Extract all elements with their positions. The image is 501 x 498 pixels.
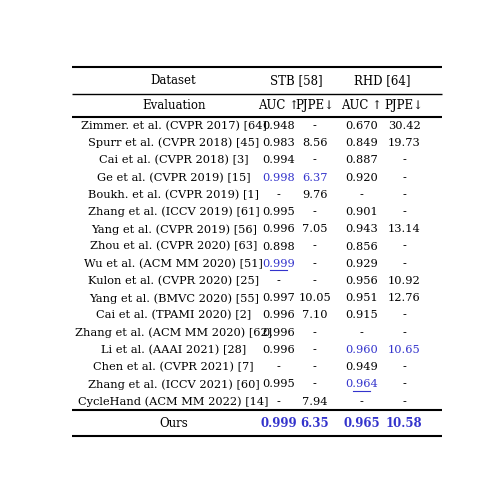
- Text: 0.965: 0.965: [343, 417, 379, 430]
- Text: 7.94: 7.94: [302, 396, 327, 407]
- Text: -: -: [359, 328, 363, 338]
- Text: 0.849: 0.849: [345, 138, 377, 148]
- Text: Evaluation: Evaluation: [142, 99, 205, 112]
- Text: 0.999: 0.999: [262, 259, 295, 269]
- Text: -: -: [402, 379, 405, 389]
- Text: 0.964: 0.964: [345, 379, 377, 389]
- Text: AUC ↑: AUC ↑: [340, 99, 381, 112]
- Text: -: -: [276, 396, 280, 407]
- Text: -: -: [276, 362, 280, 372]
- Text: 0.956: 0.956: [345, 276, 377, 286]
- Text: -: -: [312, 379, 316, 389]
- Text: 13.14: 13.14: [387, 224, 420, 234]
- Text: 30.42: 30.42: [387, 121, 420, 131]
- Text: STB [58]: STB [58]: [270, 74, 322, 87]
- Text: 0.948: 0.948: [262, 121, 295, 131]
- Text: 7.10: 7.10: [302, 310, 327, 320]
- Text: 10.65: 10.65: [387, 345, 420, 355]
- Text: -: -: [312, 259, 316, 269]
- Text: -: -: [312, 362, 316, 372]
- Text: -: -: [276, 276, 280, 286]
- Text: 12.76: 12.76: [387, 293, 420, 303]
- Text: Zhou et al. (CVPR 2020) [63]: Zhou et al. (CVPR 2020) [63]: [90, 242, 257, 251]
- Text: 0.997: 0.997: [262, 293, 295, 303]
- Text: 0.960: 0.960: [345, 345, 377, 355]
- Text: 19.73: 19.73: [387, 138, 420, 148]
- Text: Spurr et al. (CVPR 2018) [45]: Spurr et al. (CVPR 2018) [45]: [88, 138, 259, 148]
- Text: 0.901: 0.901: [345, 207, 377, 217]
- Text: 0.943: 0.943: [345, 224, 377, 234]
- Text: Boukh. et al. (CVPR 2019) [1]: Boukh. et al. (CVPR 2019) [1]: [88, 190, 259, 200]
- Text: -: -: [312, 276, 316, 286]
- Text: AUC ↑: AUC ↑: [258, 99, 299, 112]
- Text: 0.887: 0.887: [345, 155, 377, 165]
- Text: -: -: [312, 207, 316, 217]
- Text: 6.35: 6.35: [300, 417, 329, 430]
- Text: Kulon et al. (CVPR 2020) [25]: Kulon et al. (CVPR 2020) [25]: [88, 276, 259, 286]
- Text: -: -: [402, 396, 405, 407]
- Text: -: -: [312, 155, 316, 165]
- Text: Ours: Ours: [159, 417, 188, 430]
- Text: 0.983: 0.983: [262, 138, 295, 148]
- Text: Zhang et al. (ICCV 2021) [60]: Zhang et al. (ICCV 2021) [60]: [88, 379, 259, 389]
- Text: Dataset: Dataset: [150, 74, 196, 87]
- Text: Ge et al. (CVPR 2019) [15]: Ge et al. (CVPR 2019) [15]: [97, 172, 250, 183]
- Text: Cai et al. (CVPR 2018) [3]: Cai et al. (CVPR 2018) [3]: [99, 155, 248, 165]
- Text: Li et al. (AAAI 2021) [28]: Li et al. (AAAI 2021) [28]: [101, 345, 246, 355]
- Text: -: -: [312, 121, 316, 131]
- Text: 0.920: 0.920: [345, 173, 377, 183]
- Text: 0.994: 0.994: [262, 155, 295, 165]
- Text: 10.05: 10.05: [298, 293, 331, 303]
- Text: 0.949: 0.949: [345, 362, 377, 372]
- Text: -: -: [402, 155, 405, 165]
- Text: 0.915: 0.915: [345, 310, 377, 320]
- Text: 0.995: 0.995: [262, 379, 295, 389]
- Text: -: -: [402, 310, 405, 320]
- Text: Zhang et al. (ACM MM 2020) [62]: Zhang et al. (ACM MM 2020) [62]: [75, 327, 272, 338]
- Text: -: -: [359, 190, 363, 200]
- Text: Chen et al. (CVPR 2021) [7]: Chen et al. (CVPR 2021) [7]: [93, 362, 254, 373]
- Text: 0.999: 0.999: [260, 417, 297, 430]
- Text: 0.951: 0.951: [345, 293, 377, 303]
- Text: 6.37: 6.37: [302, 173, 327, 183]
- Text: -: -: [359, 396, 363, 407]
- Text: Cai et al. (TPAMI 2020) [2]: Cai et al. (TPAMI 2020) [2]: [96, 310, 251, 321]
- Text: -: -: [402, 242, 405, 251]
- Text: -: -: [312, 345, 316, 355]
- Text: 0.996: 0.996: [262, 345, 295, 355]
- Text: 0.929: 0.929: [345, 259, 377, 269]
- Text: CycleHand (ACM MM 2022) [14]: CycleHand (ACM MM 2022) [14]: [78, 396, 269, 407]
- Text: 0.670: 0.670: [345, 121, 377, 131]
- Text: 7.05: 7.05: [302, 224, 327, 234]
- Text: PJPE↓: PJPE↓: [295, 99, 334, 112]
- Text: RHD [64]: RHD [64]: [353, 74, 409, 87]
- Text: Zhang et al. (ICCV 2019) [61]: Zhang et al. (ICCV 2019) [61]: [88, 207, 259, 217]
- Text: 9.76: 9.76: [302, 190, 327, 200]
- Text: 8.56: 8.56: [302, 138, 327, 148]
- Text: 0.995: 0.995: [262, 207, 295, 217]
- Text: 0.996: 0.996: [262, 328, 295, 338]
- Text: 0.856: 0.856: [345, 242, 377, 251]
- Text: -: -: [402, 190, 405, 200]
- Text: 10.58: 10.58: [385, 417, 422, 430]
- Text: -: -: [312, 328, 316, 338]
- Text: -: -: [402, 259, 405, 269]
- Text: -: -: [402, 173, 405, 183]
- Text: -: -: [402, 207, 405, 217]
- Text: -: -: [312, 242, 316, 251]
- Text: 0.996: 0.996: [262, 224, 295, 234]
- Text: 0.996: 0.996: [262, 310, 295, 320]
- Text: 0.998: 0.998: [262, 173, 295, 183]
- Text: Yang et al. (BMVC 2020) [55]: Yang et al. (BMVC 2020) [55]: [89, 293, 258, 303]
- Text: 0.898: 0.898: [262, 242, 295, 251]
- Text: -: -: [402, 328, 405, 338]
- Text: 10.92: 10.92: [387, 276, 420, 286]
- Text: Zimmer. et al. (CVPR 2017) [64]: Zimmer. et al. (CVPR 2017) [64]: [81, 121, 266, 131]
- Text: PJPE↓: PJPE↓: [384, 99, 423, 112]
- Text: Yang et al. (CVPR 2019) [56]: Yang et al. (CVPR 2019) [56]: [91, 224, 256, 235]
- Text: -: -: [402, 362, 405, 372]
- Text: -: -: [276, 190, 280, 200]
- Text: Wu et al. (ACM MM 2020) [51]: Wu et al. (ACM MM 2020) [51]: [84, 258, 263, 269]
